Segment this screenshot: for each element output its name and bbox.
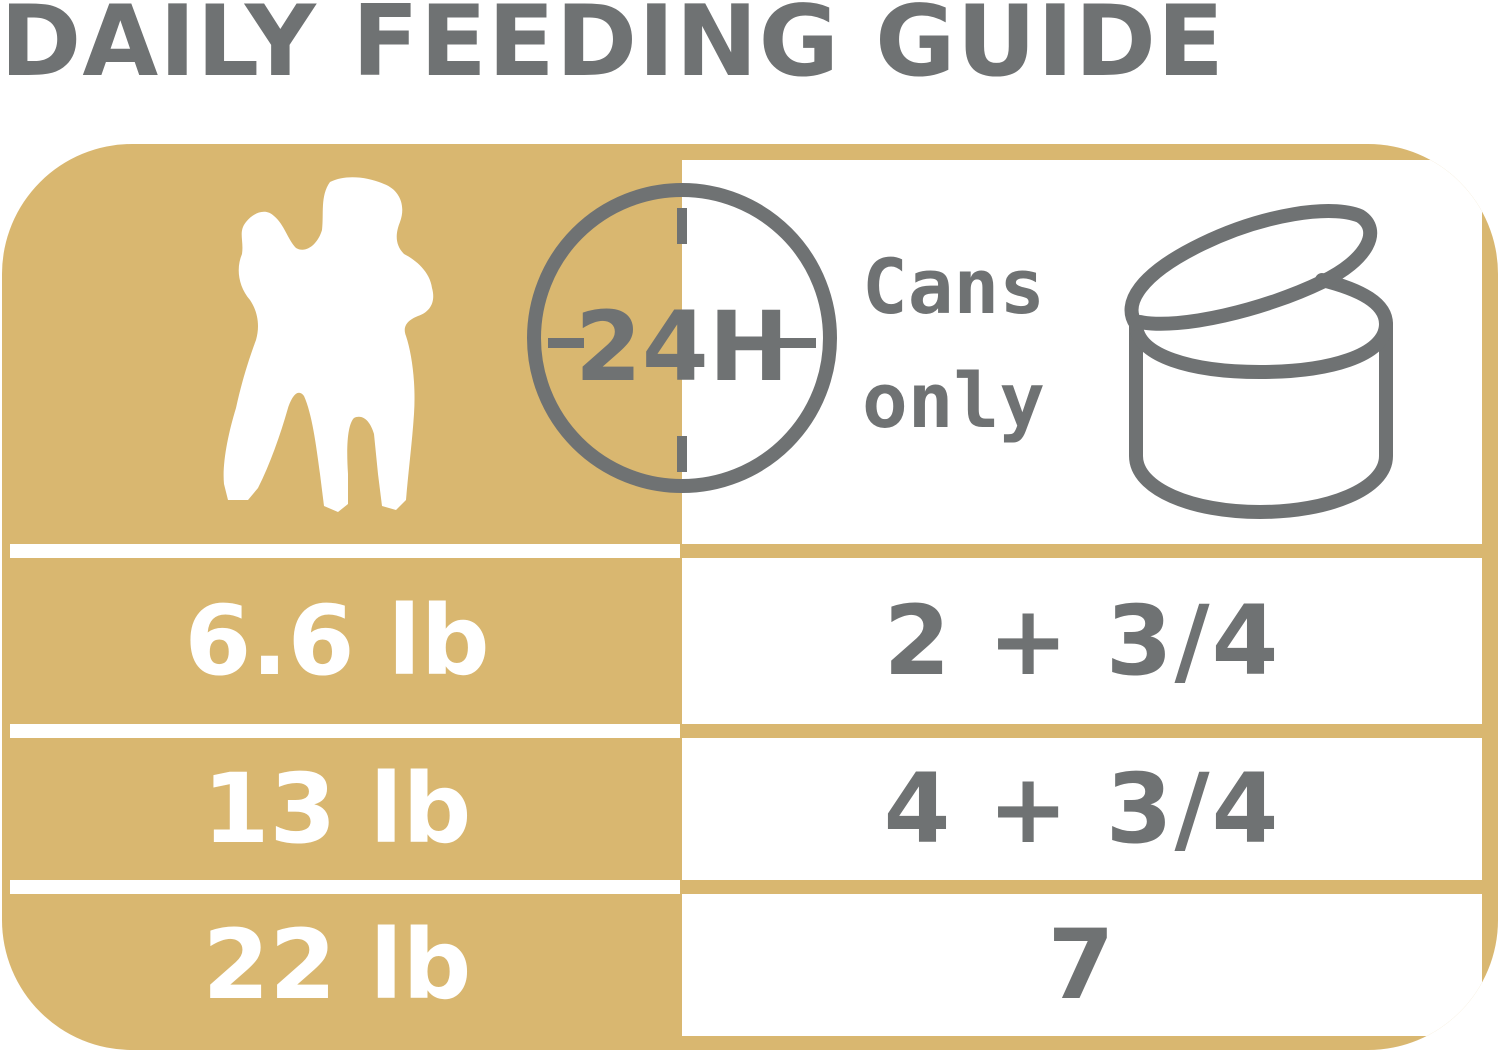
cans-label-line2: only — [862, 356, 1046, 445]
weight-cell: 22 lb — [202, 909, 472, 1021]
weight-cell: 13 lb — [202, 753, 472, 865]
cans-only-label: Cans only — [862, 230, 1045, 458]
duration-label: 24H — [575, 291, 789, 403]
amount-cell: 4 + 3/4 — [883, 753, 1281, 865]
row-divider — [10, 880, 1482, 894]
feeding-guide-table: 24H Cans only 6.6 lb 2 + 3/4 13 lb 4 + 3… — [2, 144, 1498, 1050]
row-divider — [10, 544, 1482, 558]
clock-24h-icon: 24H — [527, 183, 837, 493]
can-icon — [1124, 204, 1393, 519]
header-graphics: 24H — [223, 177, 1393, 519]
amount-cell: 7 — [1047, 909, 1117, 1021]
weight-cell: 6.6 lb — [184, 585, 490, 697]
poodle-icon — [223, 177, 434, 512]
page-title: DAILY FEEDING GUIDE — [0, 0, 1225, 99]
amount-cell: 2 + 3/4 — [883, 585, 1281, 697]
row-divider — [10, 724, 1482, 738]
cans-label-line1: Cans — [862, 242, 1046, 331]
